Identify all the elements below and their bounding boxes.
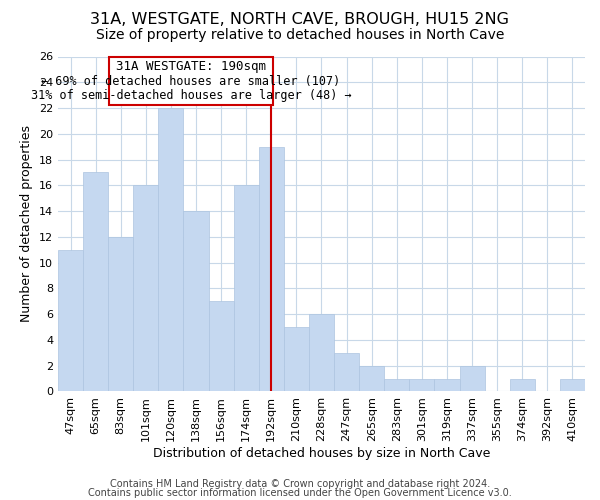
Bar (259, 146, 284, 392)
Bar (209, 302, 233, 392)
Text: 31A WESTGATE: 190sqm: 31A WESTGATE: 190sqm (116, 60, 266, 72)
Text: 31A, WESTGATE, NORTH CAVE, BROUGH, HU15 2NG: 31A, WESTGATE, NORTH CAVE, BROUGH, HU15 … (91, 12, 509, 28)
Bar (359, 366, 384, 392)
Bar (510, 378, 535, 392)
Bar (284, 327, 309, 392)
Bar (309, 314, 334, 392)
FancyBboxPatch shape (109, 56, 272, 106)
Bar (58, 250, 83, 392)
Text: Contains public sector information licensed under the Open Government Licence v3: Contains public sector information licen… (88, 488, 512, 498)
Text: Contains HM Land Registry data © Crown copyright and database right 2024.: Contains HM Land Registry data © Crown c… (110, 479, 490, 489)
Text: ← 69% of detached houses are smaller (107): ← 69% of detached houses are smaller (10… (41, 74, 341, 88)
Bar (460, 366, 485, 392)
Bar (434, 378, 460, 392)
X-axis label: Distribution of detached houses by size in North Cave: Distribution of detached houses by size … (153, 447, 490, 460)
Bar (409, 378, 434, 392)
Text: 31% of semi-detached houses are larger (48) →: 31% of semi-detached houses are larger (… (31, 90, 351, 102)
Bar (108, 237, 133, 392)
Bar (184, 211, 209, 392)
Y-axis label: Number of detached properties: Number of detached properties (20, 126, 33, 322)
Bar (233, 186, 259, 392)
Bar (334, 353, 359, 392)
Bar (133, 186, 158, 392)
Text: Size of property relative to detached houses in North Cave: Size of property relative to detached ho… (96, 28, 504, 42)
Bar (560, 378, 585, 392)
Bar (158, 108, 184, 392)
Bar (384, 378, 409, 392)
Bar (83, 172, 108, 392)
